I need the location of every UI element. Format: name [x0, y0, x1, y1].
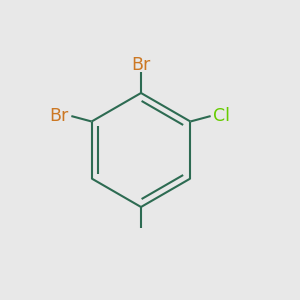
Text: Br: Br	[50, 107, 69, 125]
Text: Br: Br	[131, 56, 151, 74]
Text: Cl: Cl	[213, 107, 230, 125]
